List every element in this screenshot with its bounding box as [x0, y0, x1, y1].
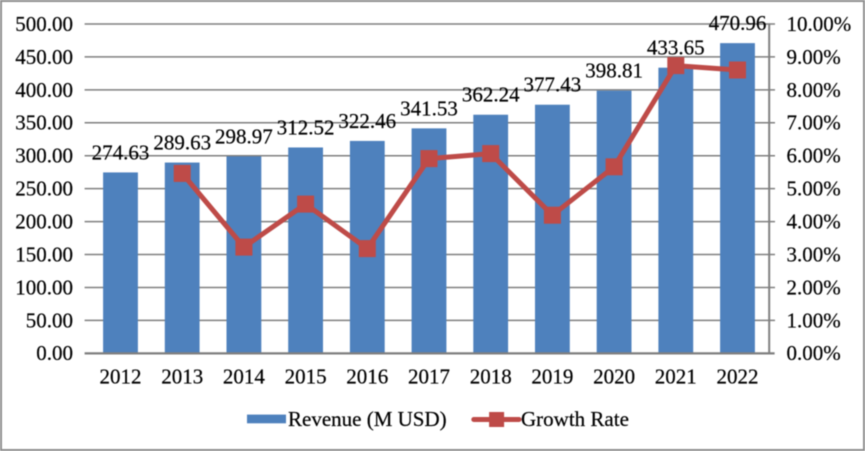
svg-text:Growth Rate: Growth Rate — [521, 407, 629, 431]
svg-text:322.46: 322.46 — [338, 109, 396, 133]
svg-text:200.00: 200.00 — [15, 209, 73, 233]
svg-text:2013: 2013 — [161, 365, 203, 389]
svg-text:500.00: 500.00 — [15, 12, 73, 36]
svg-text:2015: 2015 — [285, 365, 327, 389]
svg-text:400.00: 400.00 — [15, 78, 73, 102]
svg-text:377.43: 377.43 — [524, 73, 582, 97]
svg-text:50.00: 50.00 — [26, 308, 73, 332]
svg-text:Revenue (M USD): Revenue (M USD) — [288, 407, 447, 431]
svg-text:341.53: 341.53 — [400, 96, 458, 120]
svg-text:9.00%: 9.00% — [787, 45, 841, 69]
svg-text:10.00%: 10.00% — [787, 12, 852, 36]
svg-text:300.00: 300.00 — [15, 144, 73, 168]
svg-text:2022: 2022 — [717, 365, 759, 389]
svg-text:0.00%: 0.00% — [787, 341, 841, 365]
svg-text:470.96: 470.96 — [709, 11, 767, 35]
svg-text:433.65: 433.65 — [647, 36, 705, 60]
svg-text:7.00%: 7.00% — [787, 111, 841, 135]
svg-text:6.00%: 6.00% — [787, 144, 841, 168]
svg-text:312.52: 312.52 — [277, 115, 335, 139]
svg-text:100.00: 100.00 — [15, 275, 73, 299]
svg-text:362.24: 362.24 — [462, 83, 520, 107]
svg-text:4.00%: 4.00% — [787, 209, 841, 233]
svg-text:3.00%: 3.00% — [787, 242, 841, 266]
svg-text:398.81: 398.81 — [585, 59, 643, 83]
svg-text:350.00: 350.00 — [15, 111, 73, 135]
svg-text:2017: 2017 — [408, 365, 450, 389]
svg-text:2019: 2019 — [531, 365, 573, 389]
svg-text:289.63: 289.63 — [153, 131, 211, 155]
svg-text:2014: 2014 — [223, 365, 266, 389]
svg-text:5.00%: 5.00% — [787, 177, 841, 201]
svg-text:450.00: 450.00 — [15, 45, 73, 69]
svg-text:2012: 2012 — [100, 365, 142, 389]
svg-text:2021: 2021 — [655, 365, 697, 389]
svg-text:2016: 2016 — [346, 365, 388, 389]
svg-text:1.00%: 1.00% — [787, 308, 841, 332]
svg-text:0.00: 0.00 — [36, 341, 73, 365]
svg-text:2020: 2020 — [593, 365, 635, 389]
svg-text:2.00%: 2.00% — [787, 275, 841, 299]
svg-text:298.97: 298.97 — [215, 124, 273, 148]
svg-text:250.00: 250.00 — [15, 177, 73, 201]
svg-text:8.00%: 8.00% — [787, 78, 841, 102]
svg-text:150.00: 150.00 — [15, 242, 73, 266]
svg-text:2018: 2018 — [470, 365, 512, 389]
svg-text:274.63: 274.63 — [92, 140, 150, 164]
